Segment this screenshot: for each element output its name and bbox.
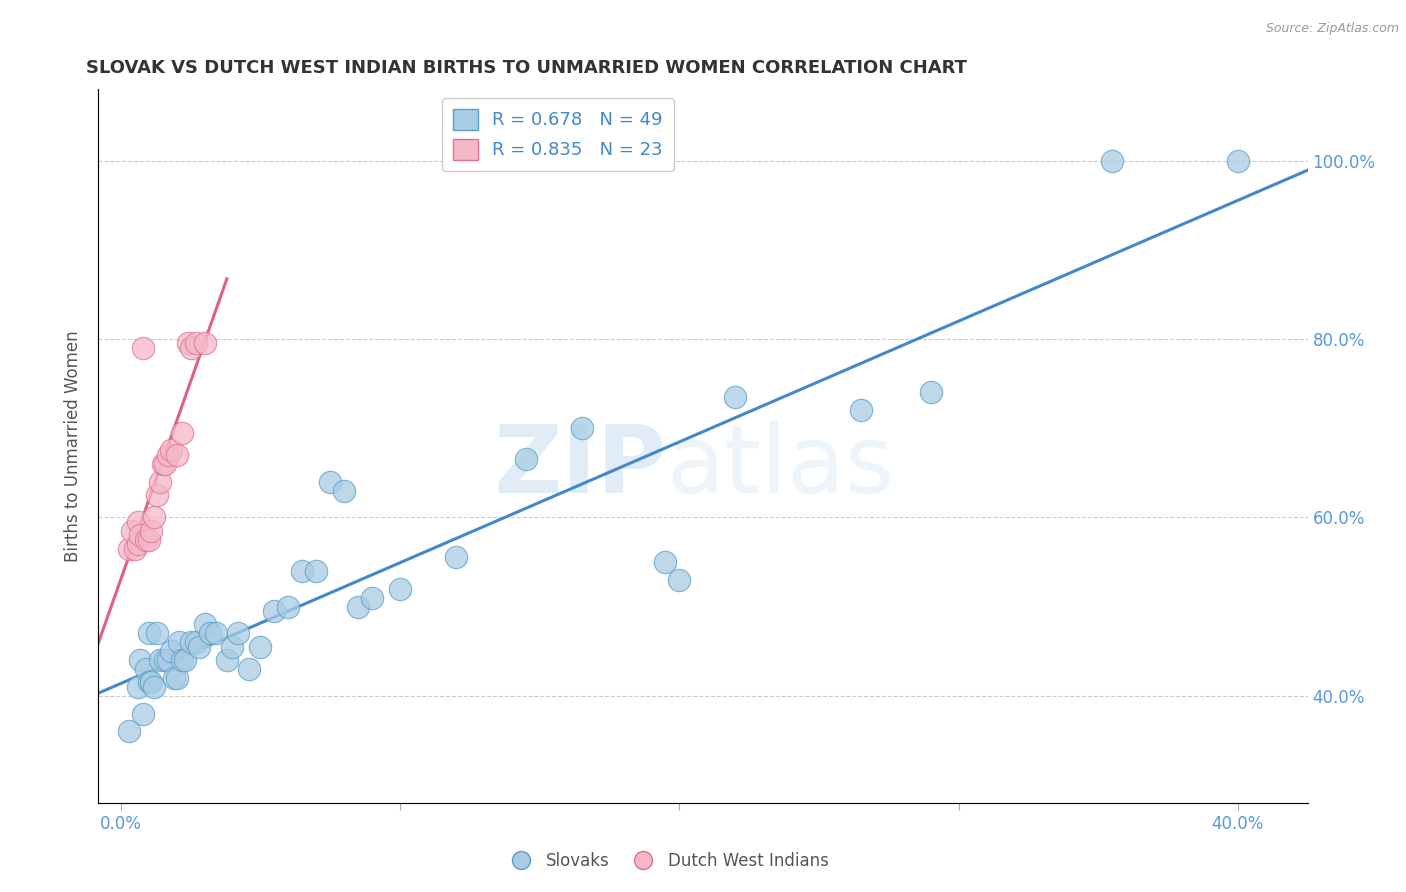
Point bbox=[166, 671, 188, 685]
Point bbox=[180, 341, 202, 355]
Point bbox=[198, 626, 221, 640]
Point bbox=[849, 403, 872, 417]
Point bbox=[305, 564, 328, 578]
Point bbox=[277, 599, 299, 614]
Point bbox=[146, 488, 169, 502]
Point bbox=[172, 425, 194, 440]
Point bbox=[127, 515, 149, 529]
Point bbox=[143, 680, 166, 694]
Point bbox=[444, 550, 467, 565]
Point bbox=[263, 604, 285, 618]
Point bbox=[1101, 153, 1123, 168]
Point bbox=[129, 528, 152, 542]
Point bbox=[155, 653, 177, 667]
Text: Source: ZipAtlas.com: Source: ZipAtlas.com bbox=[1265, 22, 1399, 36]
Point bbox=[215, 653, 238, 667]
Point bbox=[571, 421, 593, 435]
Point bbox=[124, 541, 146, 556]
Point bbox=[515, 452, 537, 467]
Point bbox=[319, 475, 342, 489]
Point bbox=[193, 617, 215, 632]
Point bbox=[129, 653, 152, 667]
Point bbox=[347, 599, 370, 614]
Point bbox=[389, 582, 412, 596]
Point bbox=[138, 675, 160, 690]
Point bbox=[141, 524, 163, 538]
Point bbox=[132, 341, 155, 355]
Text: SLOVAK VS DUTCH WEST INDIAN BIRTHS TO UNMARRIED WOMEN CORRELATION CHART: SLOVAK VS DUTCH WEST INDIAN BIRTHS TO UN… bbox=[86, 59, 967, 77]
Point bbox=[186, 336, 208, 351]
Point bbox=[155, 457, 177, 471]
Point bbox=[249, 640, 271, 654]
Legend: Slovaks, Dutch West Indians: Slovaks, Dutch West Indians bbox=[498, 846, 835, 877]
Text: ZIP: ZIP bbox=[494, 421, 666, 514]
Point bbox=[172, 653, 194, 667]
Point bbox=[146, 626, 169, 640]
Point bbox=[152, 457, 174, 471]
Point bbox=[180, 635, 202, 649]
Point bbox=[163, 671, 186, 685]
Point bbox=[169, 635, 191, 649]
Point bbox=[118, 541, 141, 556]
Point bbox=[149, 653, 172, 667]
Point bbox=[361, 591, 384, 605]
Point bbox=[135, 662, 157, 676]
Point bbox=[118, 724, 141, 739]
Point bbox=[291, 564, 314, 578]
Point bbox=[143, 510, 166, 524]
Point bbox=[177, 336, 200, 351]
Point bbox=[186, 635, 208, 649]
Point bbox=[138, 626, 160, 640]
Point bbox=[920, 385, 942, 400]
Text: atlas: atlas bbox=[666, 421, 896, 514]
Point bbox=[1226, 153, 1249, 168]
Point bbox=[149, 475, 172, 489]
Point bbox=[166, 448, 188, 462]
Point bbox=[204, 626, 226, 640]
Point bbox=[157, 448, 180, 462]
Point bbox=[188, 640, 211, 654]
Point bbox=[127, 537, 149, 551]
Point bbox=[157, 653, 180, 667]
Point bbox=[160, 644, 183, 658]
Point bbox=[668, 573, 690, 587]
Point bbox=[121, 524, 143, 538]
Point bbox=[141, 675, 163, 690]
Point bbox=[221, 640, 243, 654]
Point bbox=[654, 555, 676, 569]
Point bbox=[226, 626, 249, 640]
Point bbox=[132, 706, 155, 721]
Point bbox=[724, 390, 747, 404]
Point bbox=[174, 653, 197, 667]
Point bbox=[333, 483, 356, 498]
Point bbox=[238, 662, 260, 676]
Point bbox=[160, 443, 183, 458]
Point bbox=[138, 533, 160, 547]
Point bbox=[135, 533, 157, 547]
Point bbox=[127, 680, 149, 694]
Y-axis label: Births to Unmarried Women: Births to Unmarried Women bbox=[65, 330, 83, 562]
Point bbox=[193, 336, 215, 351]
